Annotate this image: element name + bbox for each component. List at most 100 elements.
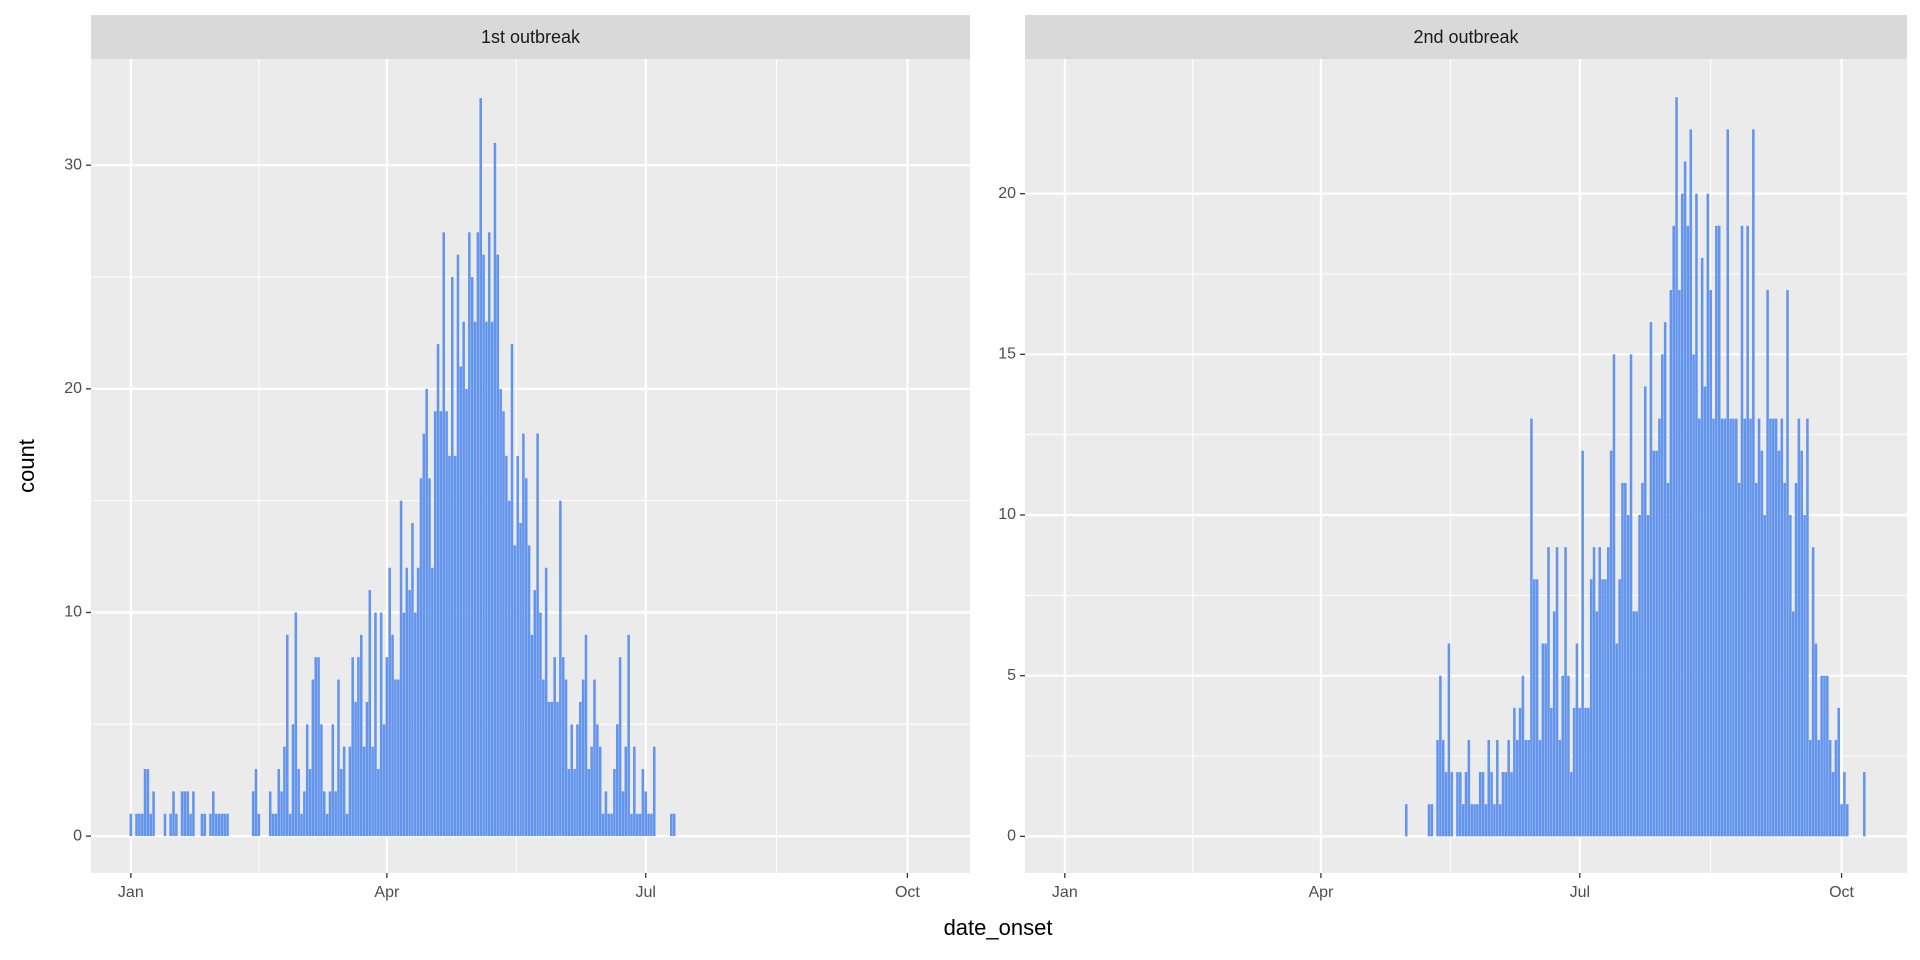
bar [1794,482,1798,837]
bar [311,679,315,837]
bar [1720,418,1724,837]
bar [1757,418,1761,837]
bar [436,344,440,837]
bar [359,634,363,837]
bar [220,813,224,837]
bar [1663,322,1667,837]
bar [396,679,400,837]
bar [1777,450,1781,837]
bar [342,746,346,837]
bar [1436,739,1439,837]
bar [149,813,153,837]
bar [1621,482,1624,837]
bar [1578,707,1582,837]
bar [641,769,645,837]
bar [633,746,636,837]
bar [476,232,480,837]
bar [630,813,633,837]
y-tick-label: 0 [73,827,82,844]
bar [348,746,352,837]
bar [615,724,619,837]
bar [286,634,289,837]
bar [1680,193,1684,837]
bar [408,590,411,837]
bar [1826,675,1829,837]
bar [1786,290,1789,837]
bar [1769,418,1772,837]
bar [217,813,221,837]
bar [431,567,434,837]
bar [1501,772,1505,837]
bar [183,791,187,837]
bar [485,321,488,837]
bar [581,679,585,837]
bar [1706,193,1710,837]
bar [1567,675,1570,837]
bar [638,813,642,837]
bar [1530,418,1533,837]
bar [1760,450,1764,837]
bar [567,769,571,837]
bar [510,344,514,837]
bar [1797,418,1801,837]
bar [587,769,591,837]
x-tick-label: Oct [1829,884,1854,901]
bar [670,813,673,837]
x-tick-label: Jul [1570,884,1590,901]
strip [91,15,970,59]
bar [1780,418,1784,837]
bar [459,366,463,837]
bar [556,701,559,837]
bar [1638,515,1641,837]
bar [621,791,625,837]
bar [544,567,548,837]
bar [268,791,272,837]
bar [635,813,639,837]
bar [1703,386,1707,837]
bar [1439,675,1442,837]
bar [1863,772,1866,837]
bar [1459,772,1462,837]
bar [1828,739,1832,837]
bar [1683,161,1687,837]
bar [1467,739,1471,837]
bar [1515,739,1519,837]
bar [610,813,613,837]
y-tick-label: 30 [64,156,82,173]
bar [1811,547,1815,837]
bar [368,590,372,837]
bar [1441,739,1445,837]
bar [175,813,178,837]
bar [1692,354,1695,837]
bar [542,679,545,837]
bar [1823,675,1826,837]
bar [277,769,281,837]
bar [650,813,653,837]
bar [1831,772,1835,837]
bar [1789,515,1792,837]
bar [647,813,650,837]
bar [1646,515,1650,837]
bar [354,701,357,837]
bar [1652,450,1656,837]
bar [271,813,275,837]
bar [305,724,309,837]
bar [576,724,579,837]
bar [1783,482,1786,837]
bar [362,746,366,837]
bar [308,769,312,837]
bar [388,567,391,837]
bar [1533,579,1536,837]
bar [453,455,457,837]
bar [1550,707,1553,837]
x-tick-label: Apr [1308,884,1334,901]
bar [226,813,229,837]
bar [371,746,374,837]
x-tick-label: Jan [1052,884,1078,901]
bar [1629,354,1633,837]
bar [1686,225,1690,837]
bar [468,232,471,837]
bar [1595,611,1599,837]
bar [303,791,306,837]
bar [214,813,218,837]
